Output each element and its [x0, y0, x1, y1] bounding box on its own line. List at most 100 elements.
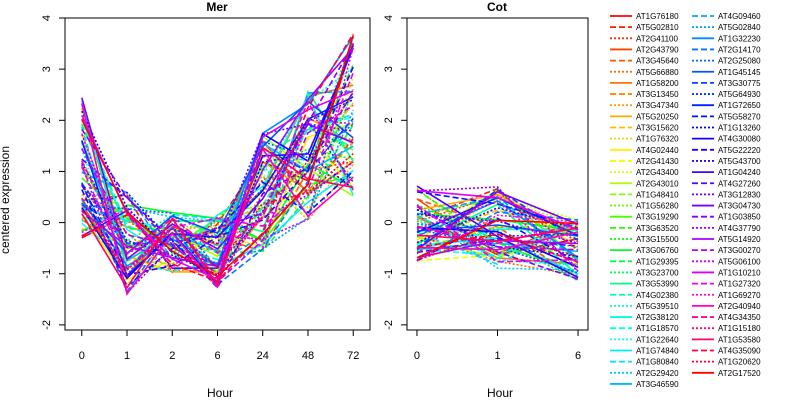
cot-title: Cot: [487, 0, 507, 14]
cot-series-AT1G20620: [416, 232, 579, 261]
legend-label: AT3G30775: [718, 79, 761, 88]
mer-series-AT1G20620: [81, 152, 354, 272]
mer-series-AT1G03850: [81, 44, 354, 246]
cot-series-AT1G53580: [416, 227, 579, 242]
legend-label: AT3G15620: [636, 124, 679, 133]
legend-label: AT4G37790: [718, 224, 761, 233]
legend-label: AT3G45640: [636, 57, 679, 66]
cot-series-AT5G20250: [416, 193, 579, 236]
mer-series-AT2G29420: [81, 120, 354, 223]
legend-label: AT5G14920: [718, 235, 761, 244]
legend-label: AT2G17520: [718, 369, 761, 378]
legend-label: AT1G45145: [718, 68, 761, 77]
cot-ytick-label: -2: [383, 320, 395, 330]
legend-label: AT5G02840: [718, 23, 761, 32]
legend-label: AT5G02810: [636, 23, 679, 32]
legend-label: AT1G76320: [636, 135, 679, 144]
mer-series-AT4G02440: [81, 122, 354, 281]
cot-series-AT1G10210: [416, 189, 579, 231]
legend-label: AT4G02440: [636, 146, 679, 155]
mer-series-AT5G58270: [81, 170, 354, 288]
legend-label: AT4G30080: [718, 135, 761, 144]
cot-series-AT4G09460: [416, 195, 579, 262]
mer-series-AT5G02810: [81, 138, 354, 274]
cot-ytick-label: 2: [383, 117, 395, 123]
legend: AT1G76180 AT5G02810 AT2G41100 AT2G43790 AT3G…: [610, 12, 761, 389]
mer-series-AT4G35090: [81, 33, 354, 283]
mer-ytick-label: 3: [41, 66, 53, 72]
legend-label: AT1G29395: [636, 257, 679, 266]
mer-xtick-label: 0: [79, 350, 85, 362]
legend-label: AT3G12830: [718, 190, 761, 199]
mer-xlabel: Hour: [207, 386, 233, 400]
cot-series-AT1G15180: [416, 190, 579, 255]
mer-series-AT2G17520: [81, 35, 354, 278]
mer-series-AT2G40940: [81, 103, 354, 296]
mer-series-AT4G37790: [81, 161, 354, 295]
legend-label: AT1G18570: [636, 324, 679, 333]
legend-label: AT2G40940: [718, 302, 761, 311]
legend-label: AT5G58270: [718, 112, 761, 121]
legend-label: AT3G00270: [718, 246, 761, 255]
mer-xtick-label: 24: [257, 350, 269, 362]
y-axis-label: centered expression: [0, 146, 12, 254]
legend-label: AT2G43790: [636, 45, 679, 54]
mer-ytick-label: 4: [41, 15, 53, 21]
legend-label: AT2G25080: [718, 57, 761, 66]
legend-label: AT3G47340: [636, 101, 679, 110]
legend-label: AT3G13450: [636, 90, 679, 99]
cot-xtick-label: 6: [575, 350, 581, 362]
mer-series-AT3G12830: [81, 123, 354, 249]
legend-label: AT4G27260: [718, 179, 761, 188]
cot-ytick-label: 3: [383, 66, 395, 72]
legend-label: AT1G72650: [718, 101, 761, 110]
cot-series-AT1G03850: [416, 205, 579, 280]
legend-label: AT1G76180: [636, 12, 679, 21]
legend-label: AT4G34350: [718, 313, 761, 322]
cot-series-AT5G06100: [416, 200, 579, 269]
legend-label: AT2G14170: [718, 45, 761, 54]
legend-label: AT5G39510: [636, 302, 679, 311]
cot-series-AT1G69270: [416, 214, 579, 262]
cot-series-AT2G17520: [416, 219, 579, 259]
legend-label: AT1G48410: [636, 190, 679, 199]
legend-label: AT1G80840: [636, 358, 679, 367]
legend-label: AT3G15500: [636, 235, 679, 244]
mer-ytick-label: -2: [41, 320, 53, 330]
legend-label: AT1G13260: [718, 124, 761, 133]
cot-series-AT4G30080: [416, 226, 579, 269]
mer-ytick-label: 1: [41, 168, 53, 174]
legend-label: AT2G43400: [636, 168, 679, 177]
mer-series-AT4G02380: [81, 118, 354, 261]
mer-series-AT1G27320: [81, 72, 354, 270]
mer-series-AT4G34350: [81, 99, 354, 256]
legend-label: AT1G03850: [718, 213, 761, 222]
cot-series-AT3G23700: [416, 198, 579, 263]
mer-series-AT5G06100: [81, 46, 354, 255]
mer-xtick-label: 1: [124, 350, 130, 362]
mer-ytick-label: 0: [41, 220, 53, 226]
panel-cot: Cot Hour 0 1 6 -2 -1 0 1 2 3 4: [383, 0, 589, 400]
legend-label: AT5G43700: [718, 157, 761, 166]
legend-label: AT1G53580: [718, 335, 761, 344]
legend-label: AT3G04730: [718, 202, 761, 211]
cot-series-AT1G04240: [416, 185, 579, 279]
legend-label: AT1G10210: [718, 268, 761, 277]
legend-label: AT2G29420: [636, 369, 679, 378]
legend-label: AT3G53990: [636, 280, 679, 289]
panel-mer: Mer Hour centered expression 0 1 2 6 24 48 72-…: [0, 0, 371, 400]
mer-series-AT2G41430: [81, 137, 354, 251]
cot-ytick-label: 1: [383, 168, 395, 174]
legend-label: AT1G56280: [636, 202, 679, 211]
cot-ytick-label: 4: [383, 15, 395, 21]
cot-series-AT1G48410: [416, 223, 579, 250]
mer-title: Mer: [206, 0, 228, 14]
legend-label: AT1G58200: [636, 79, 679, 88]
mer-xtick-label: 72: [347, 350, 359, 362]
cot-series-AT1G29395: [416, 246, 579, 267]
mer-series-AT2G38120: [81, 93, 354, 260]
legend-label: AT1G74840: [636, 347, 679, 356]
mer-series-AT5G14920: [81, 47, 354, 268]
cot-xlabel: Hour: [487, 386, 513, 400]
